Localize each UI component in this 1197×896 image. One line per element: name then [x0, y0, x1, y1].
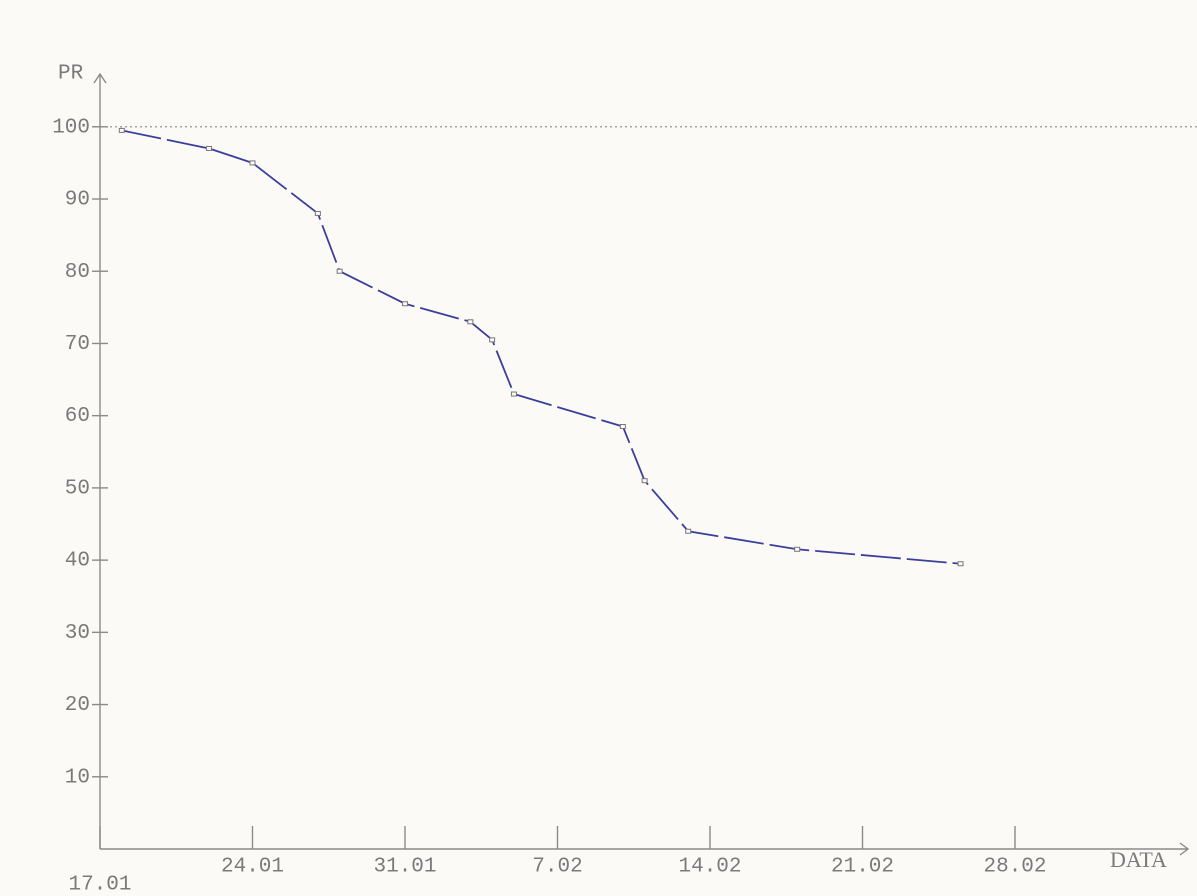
y-tick-label: 70: [65, 333, 90, 356]
data-point: [336, 268, 343, 274]
x-tick-label: 21.02: [831, 856, 894, 879]
x-tick-label: 7.02: [532, 856, 582, 879]
data-point: [467, 319, 474, 325]
y-tick-label: 40: [65, 550, 90, 573]
y-tick-label: 90: [65, 189, 90, 212]
data-point: [957, 561, 964, 567]
data-line: [121, 129, 961, 565]
y-axis-arrow: [93, 72, 107, 84]
y-axis-label: PR: [58, 63, 84, 86]
x-tick-label: 14.02: [678, 856, 741, 879]
x-axis-label: DATA: [1110, 847, 1167, 872]
data-point: [314, 210, 321, 216]
x-axis-arrow: [1179, 842, 1190, 856]
y-tick-label: 60: [65, 405, 90, 428]
x-tick-label: 24.01: [221, 856, 284, 879]
data-point: [205, 145, 212, 151]
data-point: [641, 478, 648, 484]
x-tick-label: 31.01: [373, 856, 436, 879]
y-tick-label: 50: [65, 477, 90, 500]
y-tick-label: 30: [65, 622, 90, 645]
data-point: [489, 337, 496, 343]
data-point: [619, 424, 626, 430]
y-tick-label: 100: [52, 116, 90, 139]
data-point: [402, 301, 408, 307]
data-point: [794, 546, 801, 552]
data-point: [510, 391, 517, 397]
data-point: [118, 127, 125, 133]
x-tick-label: 28.02: [983, 856, 1046, 879]
y-tick-label: 80: [65, 261, 90, 284]
data-point: [249, 160, 256, 166]
data-point: [685, 528, 692, 534]
y-tick-label: 20: [65, 694, 90, 717]
x-tick-label: 17.01: [68, 874, 131, 896]
y-tick-label: 10: [65, 766, 90, 789]
